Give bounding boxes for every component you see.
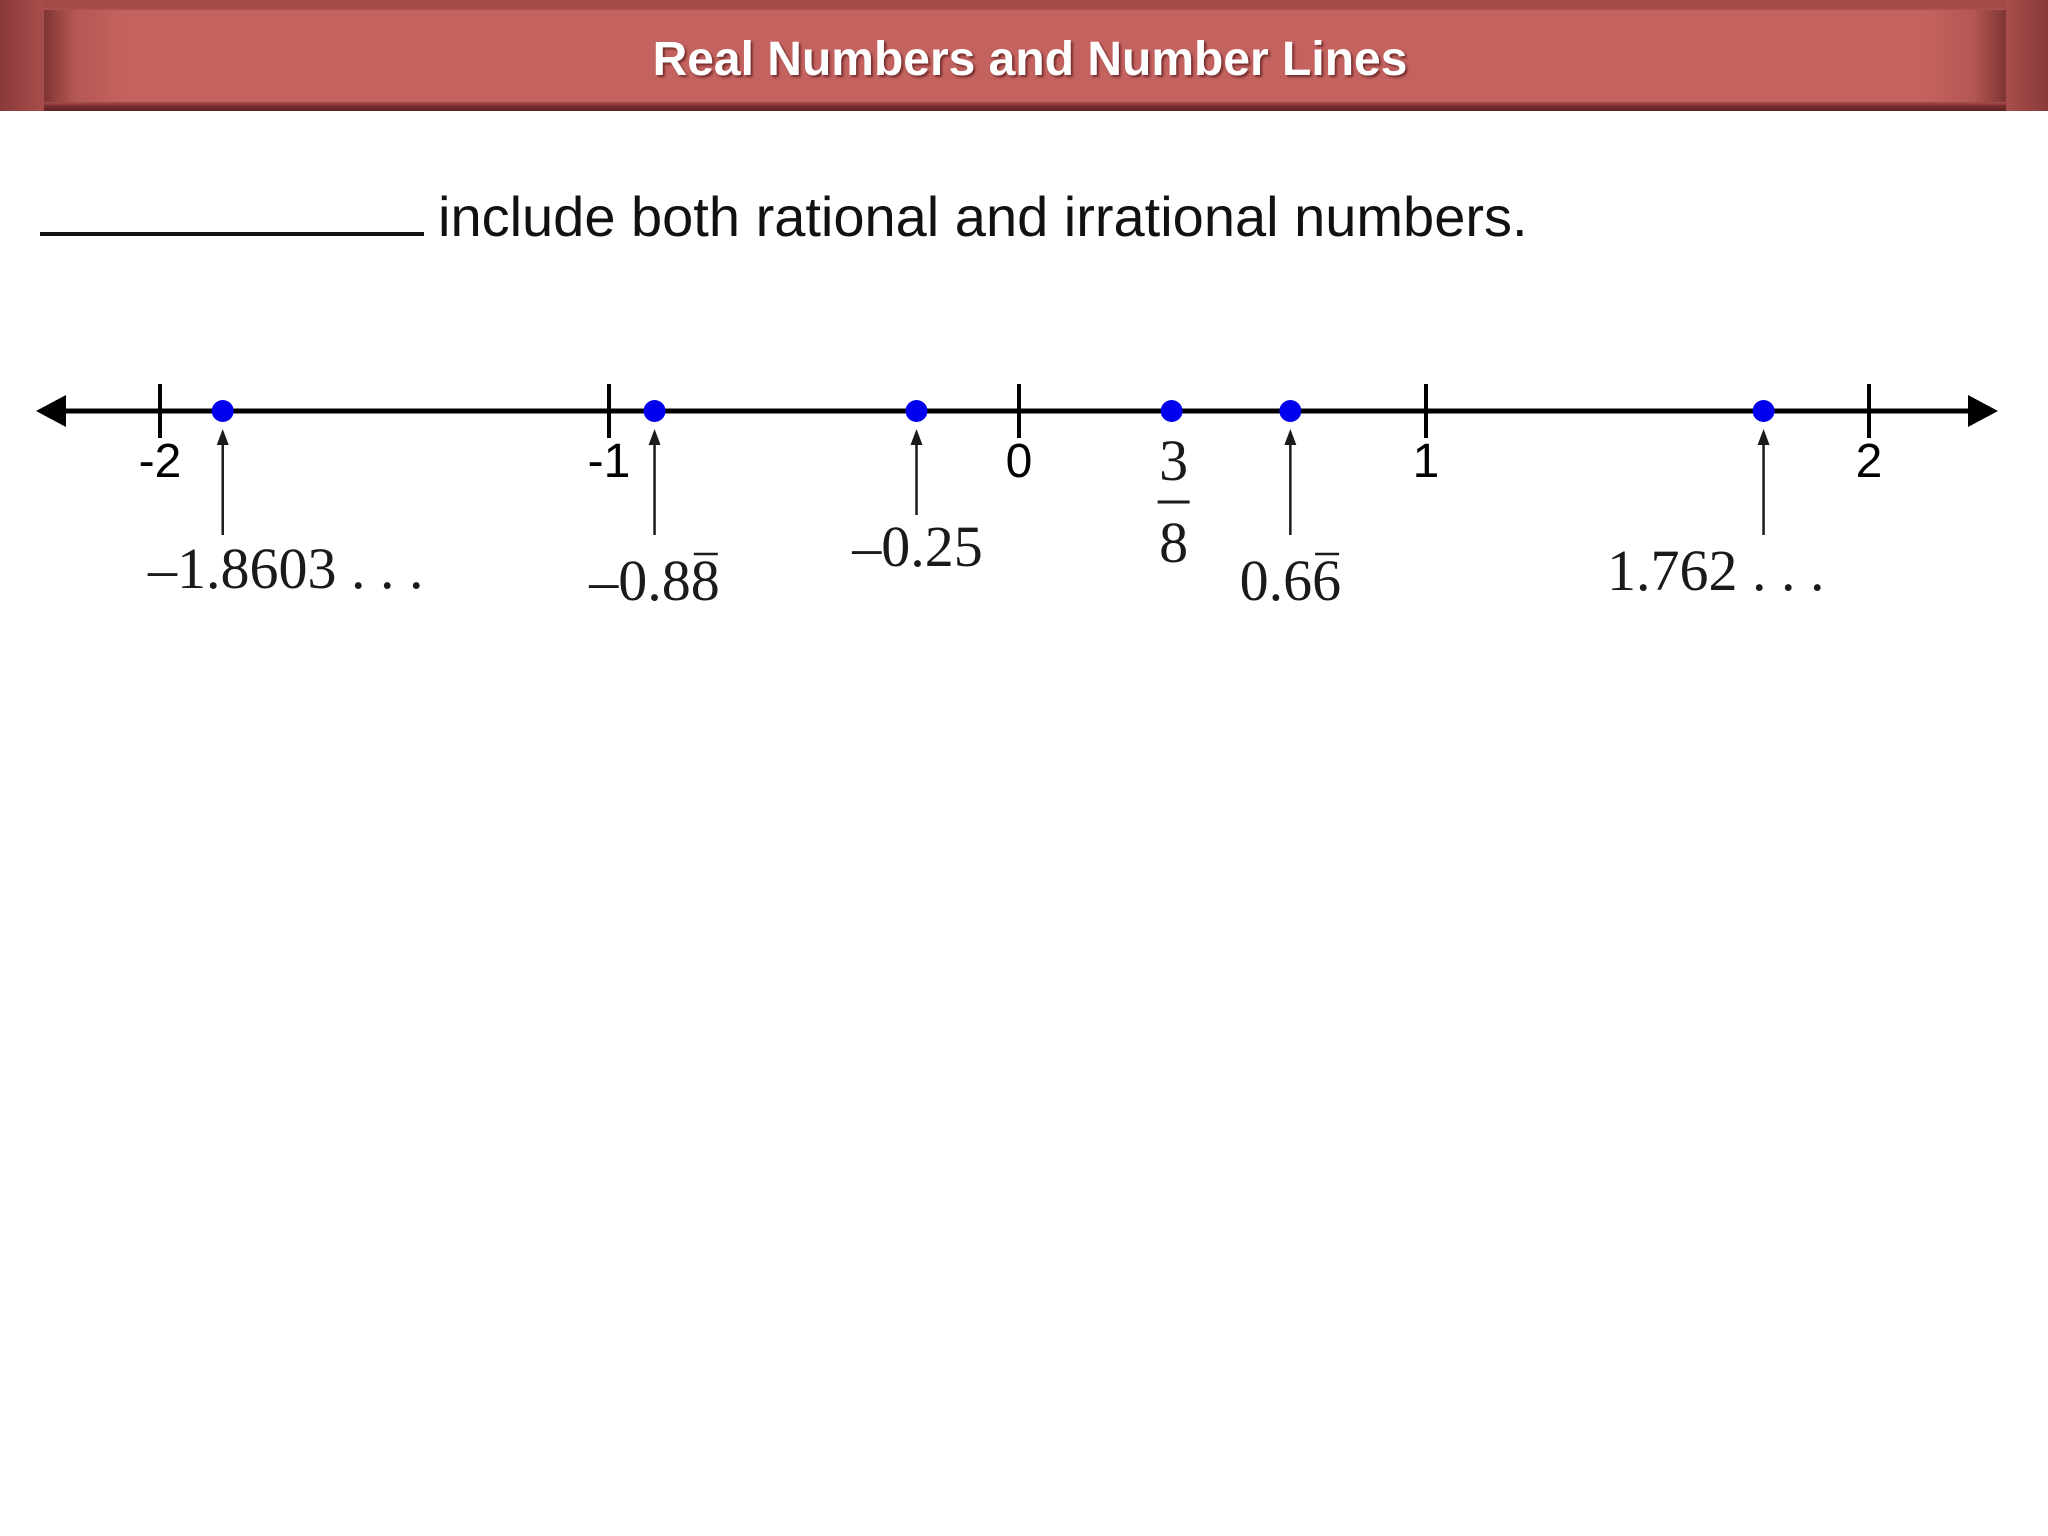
statement-text: include both rational and irrational num…: [438, 185, 1528, 248]
title-bar-inner: [44, 10, 2006, 102]
tick-label: -1: [588, 435, 631, 488]
pointer-arrow-icon: [216, 429, 229, 445]
plotted-point: [1279, 400, 1302, 422]
plotted-point: [643, 400, 666, 422]
point-value-label: 1.762 . . .: [1607, 538, 1825, 603]
tick-label: 2: [1856, 435, 1883, 488]
right-arrow-icon: [1968, 395, 1998, 427]
tick-label: 0: [1006, 435, 1033, 488]
pointer-arrow-icon: [1757, 429, 1770, 445]
plotted-points: –1.8603 . . . –0.88 –0.25 3 8 0.66 1.762 . . .: [147, 400, 1825, 613]
fill-in-statement: include both rational and irrational num…: [40, 180, 1528, 250]
point-value-label: –1.8603 . . .: [147, 536, 424, 601]
tick-label: 1: [1413, 435, 1440, 488]
pointer-arrow-icon: [1284, 429, 1297, 445]
title-bar-edge-left: [0, 0, 44, 111]
tick-marks: -2 -1 0 1 2: [139, 384, 1883, 488]
fraction-denominator: 8: [1159, 510, 1188, 575]
plotted-point: [1752, 400, 1775, 422]
point-value-label: 0.66: [1240, 548, 1342, 613]
number-line: -2 -1 0 1 2 –1.8603 . . . –0.88 –0.25 3 8 0.66 1.7…: [36, 384, 1998, 613]
plotted-point: [1160, 400, 1183, 422]
point-value-label: –0.88: [588, 548, 720, 613]
plotted-point: [905, 400, 928, 422]
pointer-arrow-icon: [648, 429, 661, 445]
plotted-point: [211, 400, 234, 422]
pointer-arrow-icon: [910, 429, 923, 445]
title-bar-edge-right: [2006, 0, 2048, 111]
left-arrow-icon: [36, 395, 66, 427]
answer-blank[interactable]: [40, 180, 424, 236]
repeating-digit: 8: [691, 548, 720, 613]
repeating-digit: 6: [1312, 548, 1341, 613]
title-bar: Real Numbers and Number Lines: [0, 0, 2048, 111]
fraction-numerator: 3: [1159, 428, 1188, 493]
point-value-label: –0.25: [851, 514, 983, 579]
tick-label: -2: [139, 435, 182, 488]
slide-title: Real Numbers and Number Lines: [652, 33, 1408, 86]
